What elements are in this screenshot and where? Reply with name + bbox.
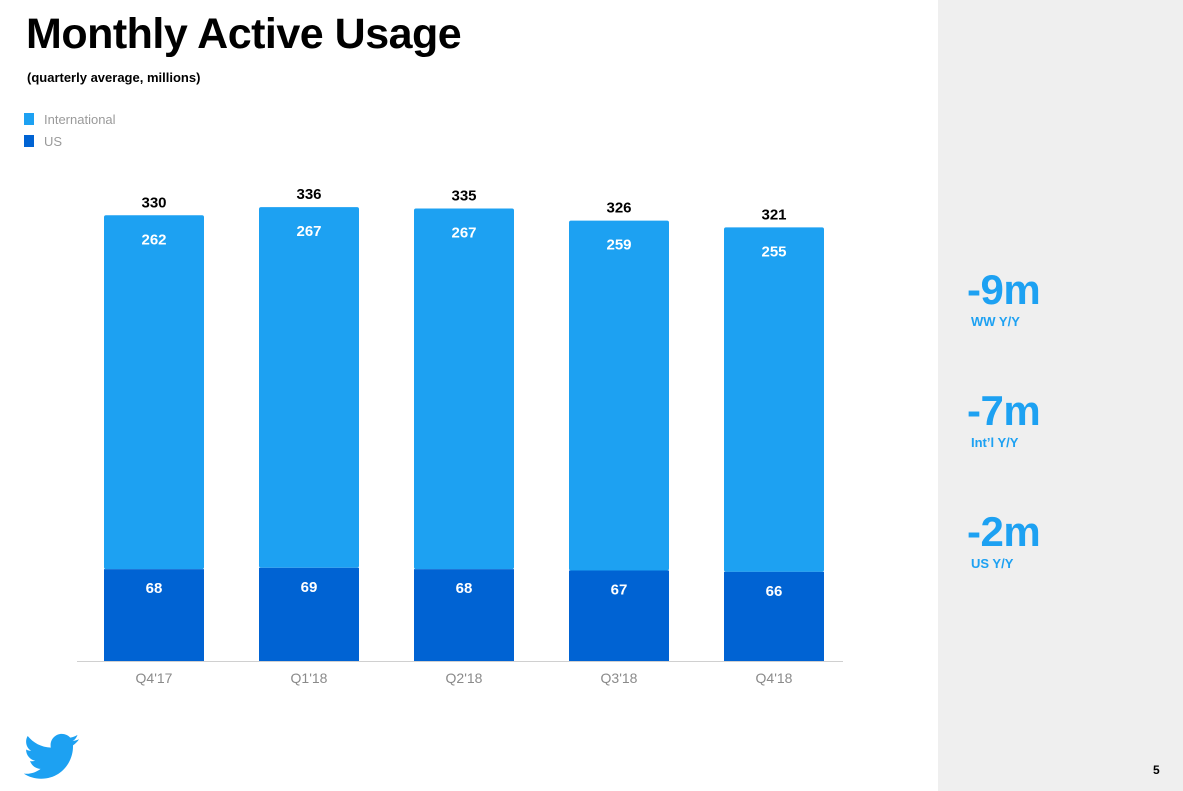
- legend-label-us: US: [44, 133, 63, 149]
- bar-us: [259, 567, 359, 661]
- stat-us: -2m US Y/Y: [967, 508, 1041, 572]
- x-tick-label: Q4'17: [136, 670, 173, 686]
- stat-ww: -9m WW Y/Y: [967, 266, 1041, 330]
- data-label-us: 68: [456, 580, 473, 597]
- chart-legend: International US: [24, 108, 116, 152]
- data-label-total: 335: [451, 188, 476, 205]
- data-label-international: 255: [761, 243, 786, 260]
- data-label-total: 330: [141, 194, 166, 211]
- data-label-us: 68: [146, 580, 163, 597]
- bar-us: [569, 570, 669, 661]
- bar-international: [414, 208, 514, 570]
- data-label-total: 326: [606, 200, 631, 217]
- stat-ww-label: WW Y/Y: [971, 314, 1020, 329]
- data-label-international: 259: [606, 237, 631, 254]
- bar-international: [569, 220, 669, 571]
- side-panel: [938, 0, 1183, 791]
- x-tick-label: Q1'18: [291, 670, 328, 686]
- legend-item-international: International: [24, 108, 116, 130]
- data-label-us: 66: [766, 583, 783, 600]
- stat-us-label: US Y/Y: [971, 556, 1014, 571]
- stat-intl-value: -7m: [967, 387, 1041, 434]
- legend-item-us: US: [24, 130, 116, 152]
- page-subtitle: (quarterly average, millions): [27, 70, 201, 85]
- bar-chart: 330 262 68 Q4'17 336 267 69 Q1'18 335 267 68 Q2'18 3…: [77, 186, 843, 686]
- data-label-international: 267: [296, 223, 321, 240]
- page-title: Monthly Active Usage: [26, 10, 462, 58]
- bar-international: [724, 227, 824, 572]
- data-label-international: 267: [451, 225, 476, 242]
- bar-us: [414, 569, 514, 661]
- legend-swatch-international: [24, 113, 34, 125]
- data-label-us: 69: [301, 579, 318, 596]
- data-label-total: 321: [761, 206, 786, 223]
- stat-intl: -7m Int’l Y/Y: [967, 387, 1041, 451]
- x-tick-label: Q4'18: [756, 670, 793, 686]
- legend-label-international: International: [44, 111, 116, 127]
- data-label-total: 336: [296, 186, 321, 203]
- bar-us: [104, 569, 204, 661]
- bar-international: [104, 215, 204, 570]
- data-label-us: 67: [611, 582, 628, 599]
- x-tick-label: Q2'18: [446, 670, 483, 686]
- data-label-international: 262: [141, 231, 166, 248]
- stat-us-value: -2m: [967, 508, 1041, 555]
- page-number: 5: [1153, 763, 1160, 777]
- stat-intl-label: Int’l Y/Y: [971, 435, 1019, 450]
- bar-international: [259, 207, 359, 568]
- bar-us: [724, 571, 824, 661]
- twitter-bird-icon: [24, 733, 80, 779]
- legend-swatch-us: [24, 135, 34, 147]
- x-tick-label: Q3'18: [601, 670, 638, 686]
- stat-ww-value: -9m: [967, 266, 1041, 313]
